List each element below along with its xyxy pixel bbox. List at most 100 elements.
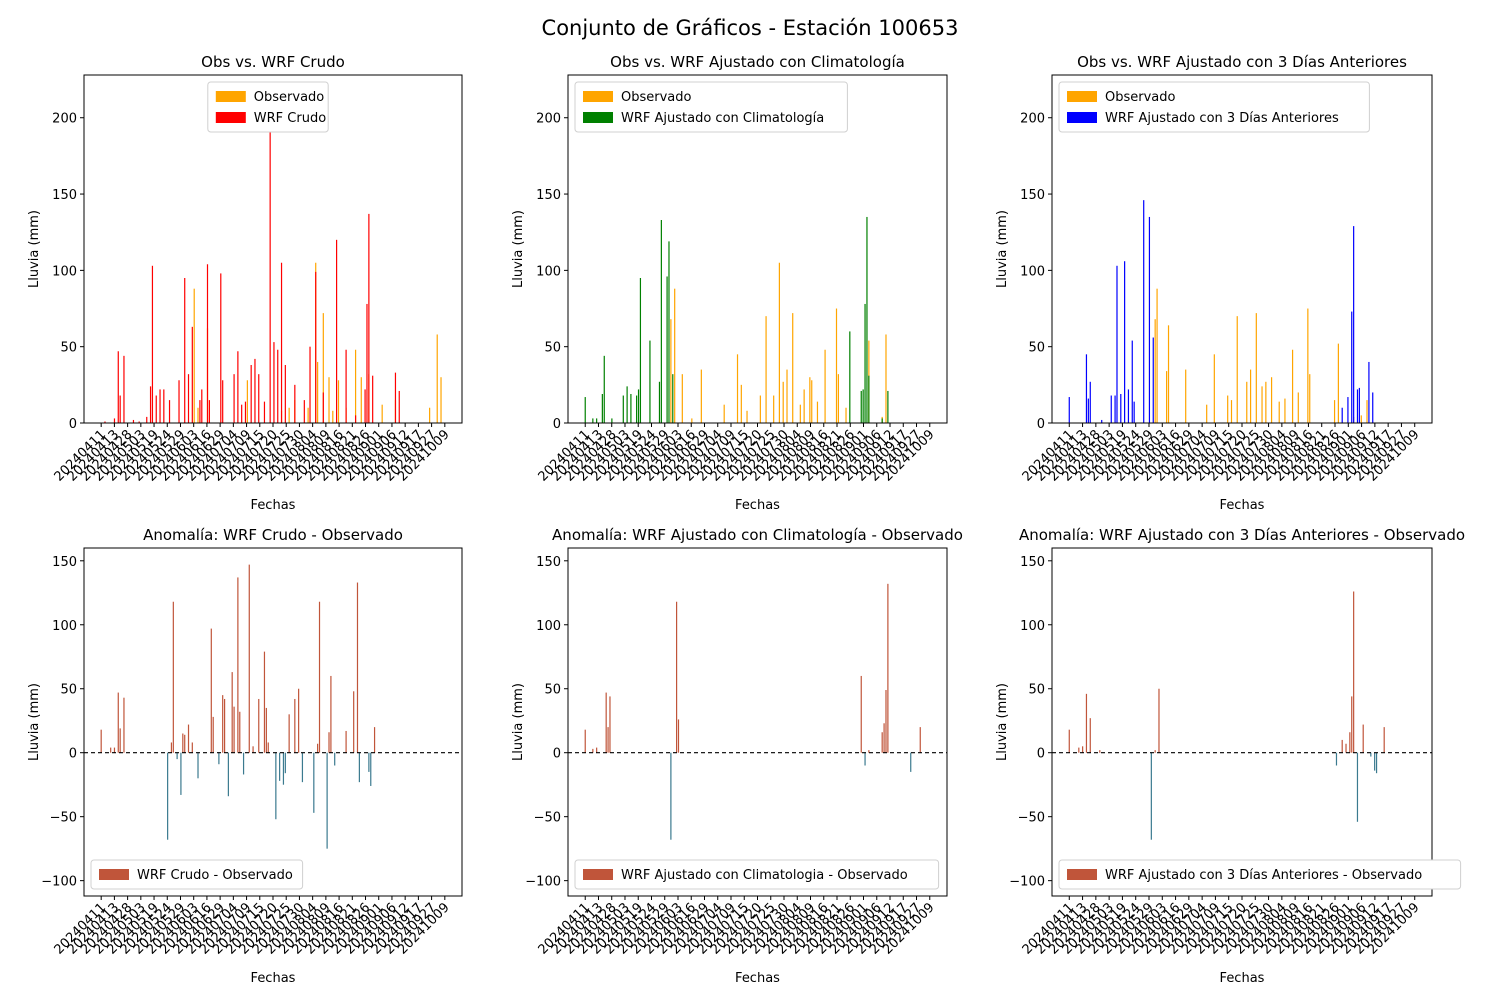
- bar-s1-20240420: [1085, 693, 1088, 753]
- bar-s1-20240722: [778, 262, 780, 423]
- chart-title: Obs vs. WRF Crudo: [201, 53, 345, 71]
- bar-s2-20240421: [603, 355, 605, 423]
- bar-s2-20240903: [860, 390, 862, 423]
- legend-label: WRF Crudo - Observado: [137, 868, 293, 883]
- legend-swatch: [215, 112, 246, 123]
- bar-s1-20240719: [288, 407, 290, 423]
- bar-s1-20240713: [1246, 381, 1248, 423]
- axes-frame: [1051, 547, 1433, 897]
- bar-s1-20240628: [248, 564, 250, 753]
- bar-s2-20240711: [273, 342, 275, 423]
- bar-s1-20240630: [252, 746, 254, 753]
- bar-s1-20240822: [837, 374, 839, 423]
- bar-s1-20240630: [736, 354, 739, 423]
- y-tick-label: −50: [1018, 811, 1045, 826]
- bar-s2-20240421: [1087, 398, 1089, 423]
- bar-s2-20240527: [672, 374, 674, 423]
- y-tick-label: 150: [536, 188, 561, 203]
- bar-s1-20240917: [887, 583, 889, 753]
- bar-s1-20240809: [1297, 392, 1299, 423]
- bar-s1-20240823: [354, 349, 357, 423]
- bar-s2-20240828: [849, 331, 851, 423]
- bar-s2-20240503: [626, 386, 628, 423]
- bar-s2-20240606: [206, 264, 209, 423]
- bar-s1-20240516: [167, 752, 169, 840]
- bar-s1-20240824: [356, 582, 359, 753]
- y-tick-label: −100: [525, 875, 561, 890]
- bar-s1-20240717: [284, 752, 286, 774]
- bar-s1-20240830: [1337, 343, 1339, 423]
- bar-s2-20240906: [866, 216, 868, 423]
- bar-s1-20240527: [1156, 288, 1158, 423]
- bar-s1-20240601: [681, 374, 683, 423]
- bar-s2-20240415: [592, 418, 594, 423]
- bar-s2-20240523: [1148, 216, 1151, 423]
- bar-s1-20240814: [337, 380, 340, 423]
- bar-s2-20240508: [151, 265, 154, 423]
- bar-s2-20240613: [220, 273, 222, 423]
- bar-s1-20240811: [816, 401, 819, 423]
- bar-s1-20240718: [1255, 313, 1257, 423]
- chart-title: Anomalía: WRF Ajustado con Climatología …: [552, 526, 963, 544]
- bar-s2-20240915: [1368, 361, 1370, 423]
- bar-s1-20240417: [596, 747, 598, 753]
- bar-s1-20240916: [885, 690, 887, 753]
- bar-s2-20240603: [201, 389, 203, 423]
- y-tick-label: 0: [69, 417, 77, 432]
- bar-s1-20240423: [607, 727, 609, 753]
- bar-s2-20240508: [636, 395, 638, 423]
- bar-s1-20240724: [298, 688, 300, 753]
- bar-s2-20240505: [630, 394, 632, 423]
- legend-swatch: [1067, 869, 1097, 880]
- bar-s2-20240607: [208, 400, 210, 423]
- bar-s1-20240818: [345, 730, 347, 753]
- legend-swatch: [215, 91, 246, 102]
- y-axis-label: Lluvia (mm): [995, 683, 1010, 761]
- bar-s2-20240904: [1347, 397, 1349, 423]
- bar-s1-20240529: [191, 742, 193, 753]
- bar-s1-20240729: [792, 313, 794, 423]
- bar-s2-20240514: [1131, 340, 1133, 423]
- y-axis-label: Lluvia (mm): [511, 683, 526, 761]
- bar-s1-20240526: [1154, 750, 1156, 753]
- bar-s1-20240702: [740, 384, 742, 423]
- bar-s1-20240911: [1360, 415, 1362, 423]
- bar-s1-20240625: [242, 752, 245, 775]
- legend-label: Observado: [254, 90, 325, 105]
- x-axis-label: Fechas: [735, 971, 780, 986]
- bar-s1-20240524: [182, 733, 184, 753]
- bar-s1-20240723: [1265, 381, 1267, 423]
- bar-s1-20240726: [301, 752, 304, 783]
- legend: WRF Ajustado con 3 Días Anteriores - Obs…: [1058, 859, 1462, 890]
- y-axis-label: Lluvia (mm): [511, 210, 526, 288]
- bar-s1-20240803: [317, 361, 319, 423]
- bar-s2-20240525: [1152, 337, 1154, 423]
- bar-s2-20240421: [119, 395, 121, 423]
- bar-s1-20240905: [864, 752, 866, 766]
- bar-s1-20240916: [1370, 752, 1372, 757]
- bar-s1-20241001: [429, 407, 431, 423]
- bar-s2-20240910: [1358, 387, 1360, 423]
- bar-s1-20240528: [674, 288, 676, 423]
- bar-s1-20240724: [782, 381, 784, 423]
- bar-s1-20240528: [1158, 688, 1160, 753]
- bar-s1-20240815: [1309, 374, 1311, 423]
- bar-s1-20240411: [584, 729, 586, 753]
- legend-swatch: [583, 112, 613, 123]
- bar-s1-20240418: [1082, 746, 1084, 753]
- bar-s2-20240420: [1085, 354, 1088, 423]
- bar-s1-20240620: [233, 706, 235, 753]
- bar-s1-20240601: [197, 752, 199, 779]
- bar-s2-20240709: [269, 97, 271, 423]
- legend-swatch: [99, 869, 129, 880]
- bar-s1-20240806: [1291, 349, 1294, 423]
- bar-s1-20240715: [765, 316, 767, 423]
- y-tick-label: −50: [534, 811, 561, 826]
- bar-s2-20240620: [233, 374, 235, 423]
- bar-s1-20240705: [746, 410, 748, 423]
- bar-s2-20240527: [187, 374, 190, 423]
- legend-box: [574, 81, 848, 133]
- bar-s2-20240701: [254, 358, 256, 423]
- chart-title: Anomalía: WRF Ajustado con 3 Días Anteri…: [1019, 526, 1465, 544]
